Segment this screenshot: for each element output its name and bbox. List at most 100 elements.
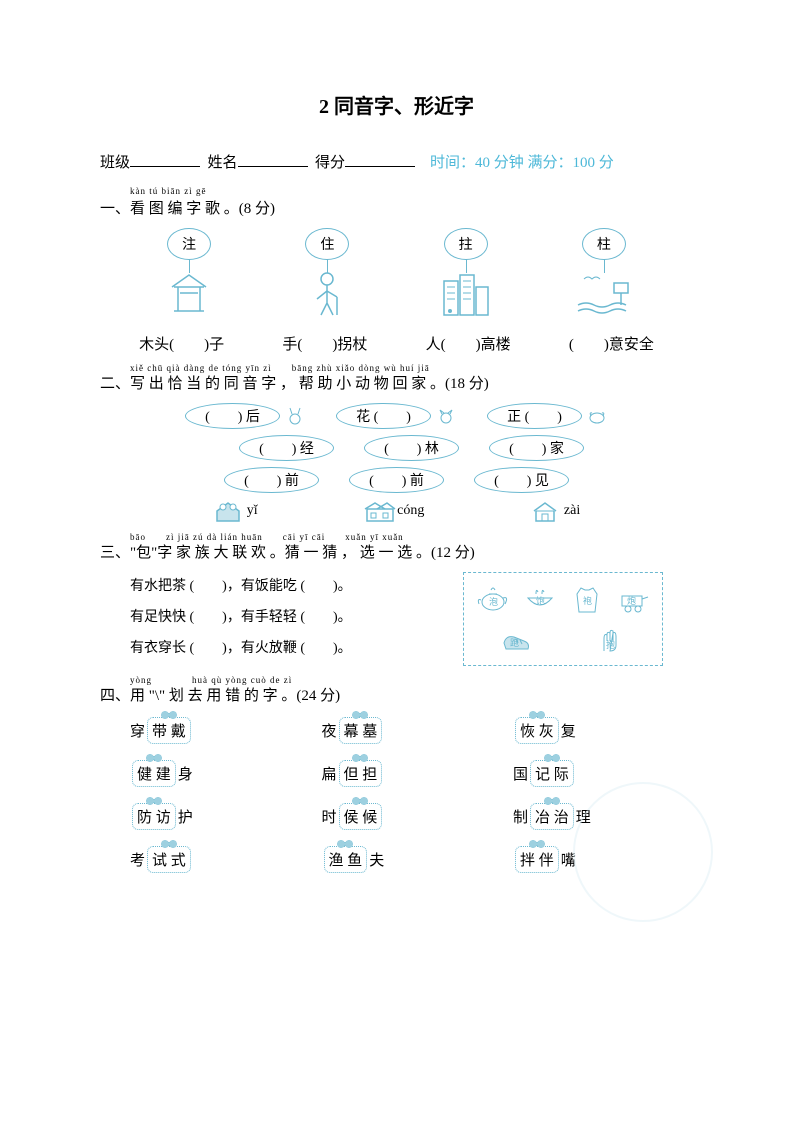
- name-blank[interactable]: [238, 149, 308, 167]
- q4-row: 健 建身 扁但 担 国记 际: [130, 760, 663, 787]
- svg-text:泡: 泡: [489, 596, 498, 607]
- q4-item: 防 访护: [130, 803, 280, 830]
- class-blank[interactable]: [130, 149, 200, 167]
- choice-pair[interactable]: 幕 墓: [339, 717, 383, 744]
- choice-pair[interactable]: 记 际: [530, 760, 574, 787]
- svg-text:抱: 抱: [606, 639, 615, 650]
- oval-blank[interactable]: 花 ( ): [336, 403, 431, 429]
- oval-blank[interactable]: ( ) 前: [349, 467, 444, 493]
- choice-pair[interactable]: 恢 灰: [515, 717, 559, 744]
- page-title: 2 同音字、形近字: [100, 90, 693, 119]
- q1-labels: 木头( )子 手( )拐杖 人( )高楼 ( )意安全: [110, 333, 683, 354]
- time-info: 时间：40 分钟 满分：100 分: [430, 155, 614, 171]
- q4-item: 夜幕 墓: [322, 717, 472, 744]
- q4-post: 护: [178, 806, 193, 827]
- q4-item: 渔 鱼夫: [322, 846, 472, 873]
- q4-item: 健 建身: [130, 760, 280, 787]
- choice-pair[interactable]: 侯 候: [339, 803, 383, 830]
- bowl-icon: 饱: [520, 581, 560, 616]
- q4-pre: 考: [130, 849, 145, 870]
- oval-blank[interactable]: ( ) 家: [489, 435, 584, 461]
- q1-label: ( )意安全: [569, 333, 654, 354]
- q4-row: 穿带 戴 夜幕 墓 恢 灰复: [130, 717, 663, 744]
- oval-blank[interactable]: ( ) 见: [474, 467, 569, 493]
- q1-balloons: 注 住 拄 柱: [120, 228, 673, 321]
- svg-text:饱: 饱: [536, 595, 545, 606]
- oval-blank[interactable]: ( ) 后: [185, 403, 280, 429]
- q4-header: yòng huà qù yòng cuò de zì 四、用 "\" 划 去 用…: [100, 684, 693, 705]
- balloon-item: 柱: [574, 228, 634, 321]
- person-cane-icon: [297, 266, 357, 321]
- balloon-item: 住: [297, 228, 357, 321]
- balloon: 注: [167, 228, 211, 260]
- q4-pre: 夜: [322, 720, 337, 741]
- q4-item: 时侯 候: [322, 803, 472, 830]
- oval-blank[interactable]: ( ) 经: [239, 435, 334, 461]
- q3-line: 有衣穿长 ( )，有火放鞭 ( )。: [130, 634, 448, 665]
- q3-line: 有足快快 ( )，有手轻轻 ( )。: [130, 603, 448, 634]
- q1-header: kàn tú biān zì gē 一、看 图 编 字 歌 。(8 分): [100, 197, 693, 218]
- q1-label: 手( )拐杖: [282, 333, 367, 354]
- q3-line: 有水把茶 ( )，有饭能吃 ( )。: [130, 572, 448, 603]
- q4-item: 考试 式: [130, 846, 280, 873]
- q4-post: 身: [178, 763, 193, 784]
- oval-blank[interactable]: ( ) 前: [224, 467, 319, 493]
- watermark-circle: [573, 782, 713, 922]
- q3-text: 有水把茶 ( )，有饭能吃 ( )。 有足快快 ( )，有手轻轻 ( )。 有衣…: [130, 572, 448, 664]
- q4-post: 夫: [369, 849, 384, 870]
- balloon: 住: [305, 228, 349, 260]
- q4-pre: 国: [513, 763, 528, 784]
- shoe-icon: 跑: [496, 622, 536, 657]
- q3-area: 有水把茶 ( )，有饭能吃 ( )。 有足快快 ( )，有手轻轻 ( )。 有衣…: [130, 572, 663, 666]
- q2-pinyin: xiě chū qià dàng de tóng yīn zì bāng zhù…: [130, 361, 430, 374]
- q3-pinyin: bāo zì jiā zú dà lián huān cāi yī cāi xu…: [130, 530, 404, 543]
- choice-pair[interactable]: 防 访: [132, 803, 176, 830]
- oval-blank[interactable]: 正 ( ): [487, 403, 582, 429]
- name-label: 姓名: [208, 155, 238, 171]
- svg-text:袍: 袍: [583, 595, 592, 606]
- choice-pair[interactable]: 渔 鱼: [324, 846, 368, 873]
- choice-pair[interactable]: 冶 治: [530, 803, 574, 830]
- q4-item: 恢 灰复: [513, 717, 663, 744]
- house-label: yǐ: [213, 499, 258, 523]
- q3-header: bāo zì jiā zú dà lián huān cāi yī cāi xu…: [100, 541, 693, 562]
- q4-pre: 制: [513, 806, 528, 827]
- dog-icon: [586, 406, 608, 426]
- q2-row: ( ) 经 ( ) 林 ( ) 家: [170, 435, 653, 461]
- q2-row: ( ) 后 花 ( ) 正 ( ): [140, 403, 653, 429]
- robe-icon: 袍: [567, 581, 607, 616]
- choice-pair[interactable]: 带 戴: [147, 717, 191, 744]
- balloon: 拄: [444, 228, 488, 260]
- rabbit-icon: [284, 406, 306, 426]
- pavilion-icon: [159, 266, 219, 321]
- choice-pair[interactable]: 拌 伴: [515, 846, 559, 873]
- choice-pair[interactable]: 但 担: [339, 760, 383, 787]
- q4-pre: 穿: [130, 720, 145, 741]
- balloon: 柱: [582, 228, 626, 260]
- q4-item: 扁但 担: [322, 760, 472, 787]
- house-label: cóng: [363, 499, 424, 523]
- info-line: 班级 姓名 得分 时间：40 分钟 满分：100 分: [100, 149, 693, 172]
- choice-pair[interactable]: 健 建: [132, 760, 176, 787]
- q1-label: 人( )高楼: [426, 333, 511, 354]
- q2-area: ( ) 后 花 ( ) 正 ( ) ( ) 经 ( ) 林 ( ) 家 ( ) …: [140, 403, 653, 523]
- teapot-icon: 泡: [473, 581, 513, 616]
- svg-text:跑: 跑: [510, 637, 519, 648]
- q1-pinyin: kàn tú biān zì gē: [130, 186, 206, 196]
- house-label: zài: [530, 499, 580, 523]
- choice-pair[interactable]: 试 式: [147, 846, 191, 873]
- class-label: 班级: [100, 155, 130, 171]
- oval-blank[interactable]: ( ) 林: [364, 435, 459, 461]
- q2-row: ( ) 前 ( ) 前 ( ) 见: [140, 467, 653, 493]
- score-blank[interactable]: [345, 149, 415, 167]
- cannon-icon: 炮: [614, 581, 654, 616]
- q3-icon-box: 泡 饱 袍 炮 跑 抱: [463, 572, 663, 666]
- balloon-item: 拄: [436, 228, 496, 321]
- q2-header: xiě chū qià dàng de tóng yīn zì bāng zhù…: [100, 372, 693, 393]
- water-sign-icon: [574, 266, 634, 321]
- cat-icon: [435, 406, 457, 426]
- score-label: 得分: [315, 155, 345, 171]
- q4-pre: 时: [322, 806, 337, 827]
- q4-pinyin: yòng huà qù yòng cuò de zì: [130, 673, 292, 686]
- q4-post: 复: [561, 720, 576, 741]
